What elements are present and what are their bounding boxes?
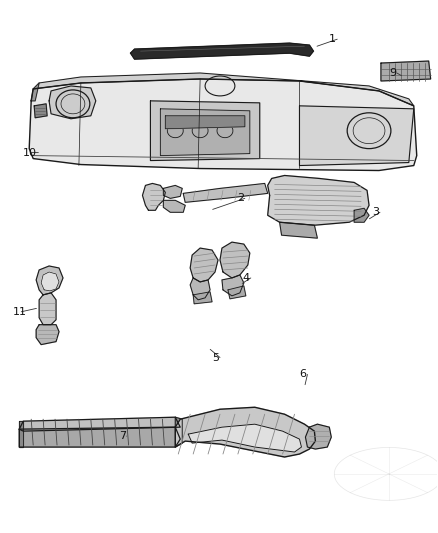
Polygon shape: [33, 73, 414, 106]
Text: 11: 11: [13, 307, 27, 317]
Polygon shape: [279, 222, 318, 238]
Text: 6: 6: [300, 369, 307, 379]
Text: 9: 9: [389, 68, 396, 78]
Polygon shape: [39, 293, 56, 325]
Text: 4: 4: [243, 273, 250, 283]
Polygon shape: [175, 417, 182, 447]
Polygon shape: [183, 183, 268, 203]
Polygon shape: [36, 266, 63, 295]
Polygon shape: [49, 86, 96, 119]
Polygon shape: [165, 116, 245, 129]
Polygon shape: [228, 286, 246, 299]
Polygon shape: [34, 104, 47, 118]
Polygon shape: [160, 109, 250, 156]
Polygon shape: [220, 242, 250, 278]
Polygon shape: [19, 421, 23, 447]
Text: 5: 5: [212, 352, 219, 362]
Polygon shape: [175, 407, 315, 457]
Polygon shape: [150, 101, 260, 160]
Polygon shape: [29, 79, 417, 171]
Polygon shape: [19, 417, 180, 431]
Text: 3: 3: [372, 207, 379, 217]
Polygon shape: [36, 325, 59, 345]
Polygon shape: [190, 278, 210, 300]
Polygon shape: [381, 61, 431, 81]
Polygon shape: [19, 427, 180, 447]
Text: 10: 10: [23, 148, 37, 158]
Polygon shape: [222, 275, 244, 296]
Polygon shape: [163, 200, 185, 212]
Polygon shape: [188, 424, 301, 452]
Polygon shape: [354, 208, 369, 222]
Text: 2: 2: [237, 193, 244, 204]
Polygon shape: [305, 424, 331, 449]
Polygon shape: [31, 83, 39, 101]
Text: 1: 1: [329, 34, 336, 44]
Polygon shape: [300, 106, 414, 166]
Polygon shape: [193, 292, 212, 304]
Polygon shape: [41, 272, 59, 291]
Polygon shape: [268, 175, 369, 225]
Polygon shape: [142, 183, 165, 211]
Polygon shape: [163, 185, 182, 198]
Polygon shape: [190, 248, 218, 282]
Text: 7: 7: [119, 431, 126, 441]
Polygon shape: [131, 43, 314, 59]
